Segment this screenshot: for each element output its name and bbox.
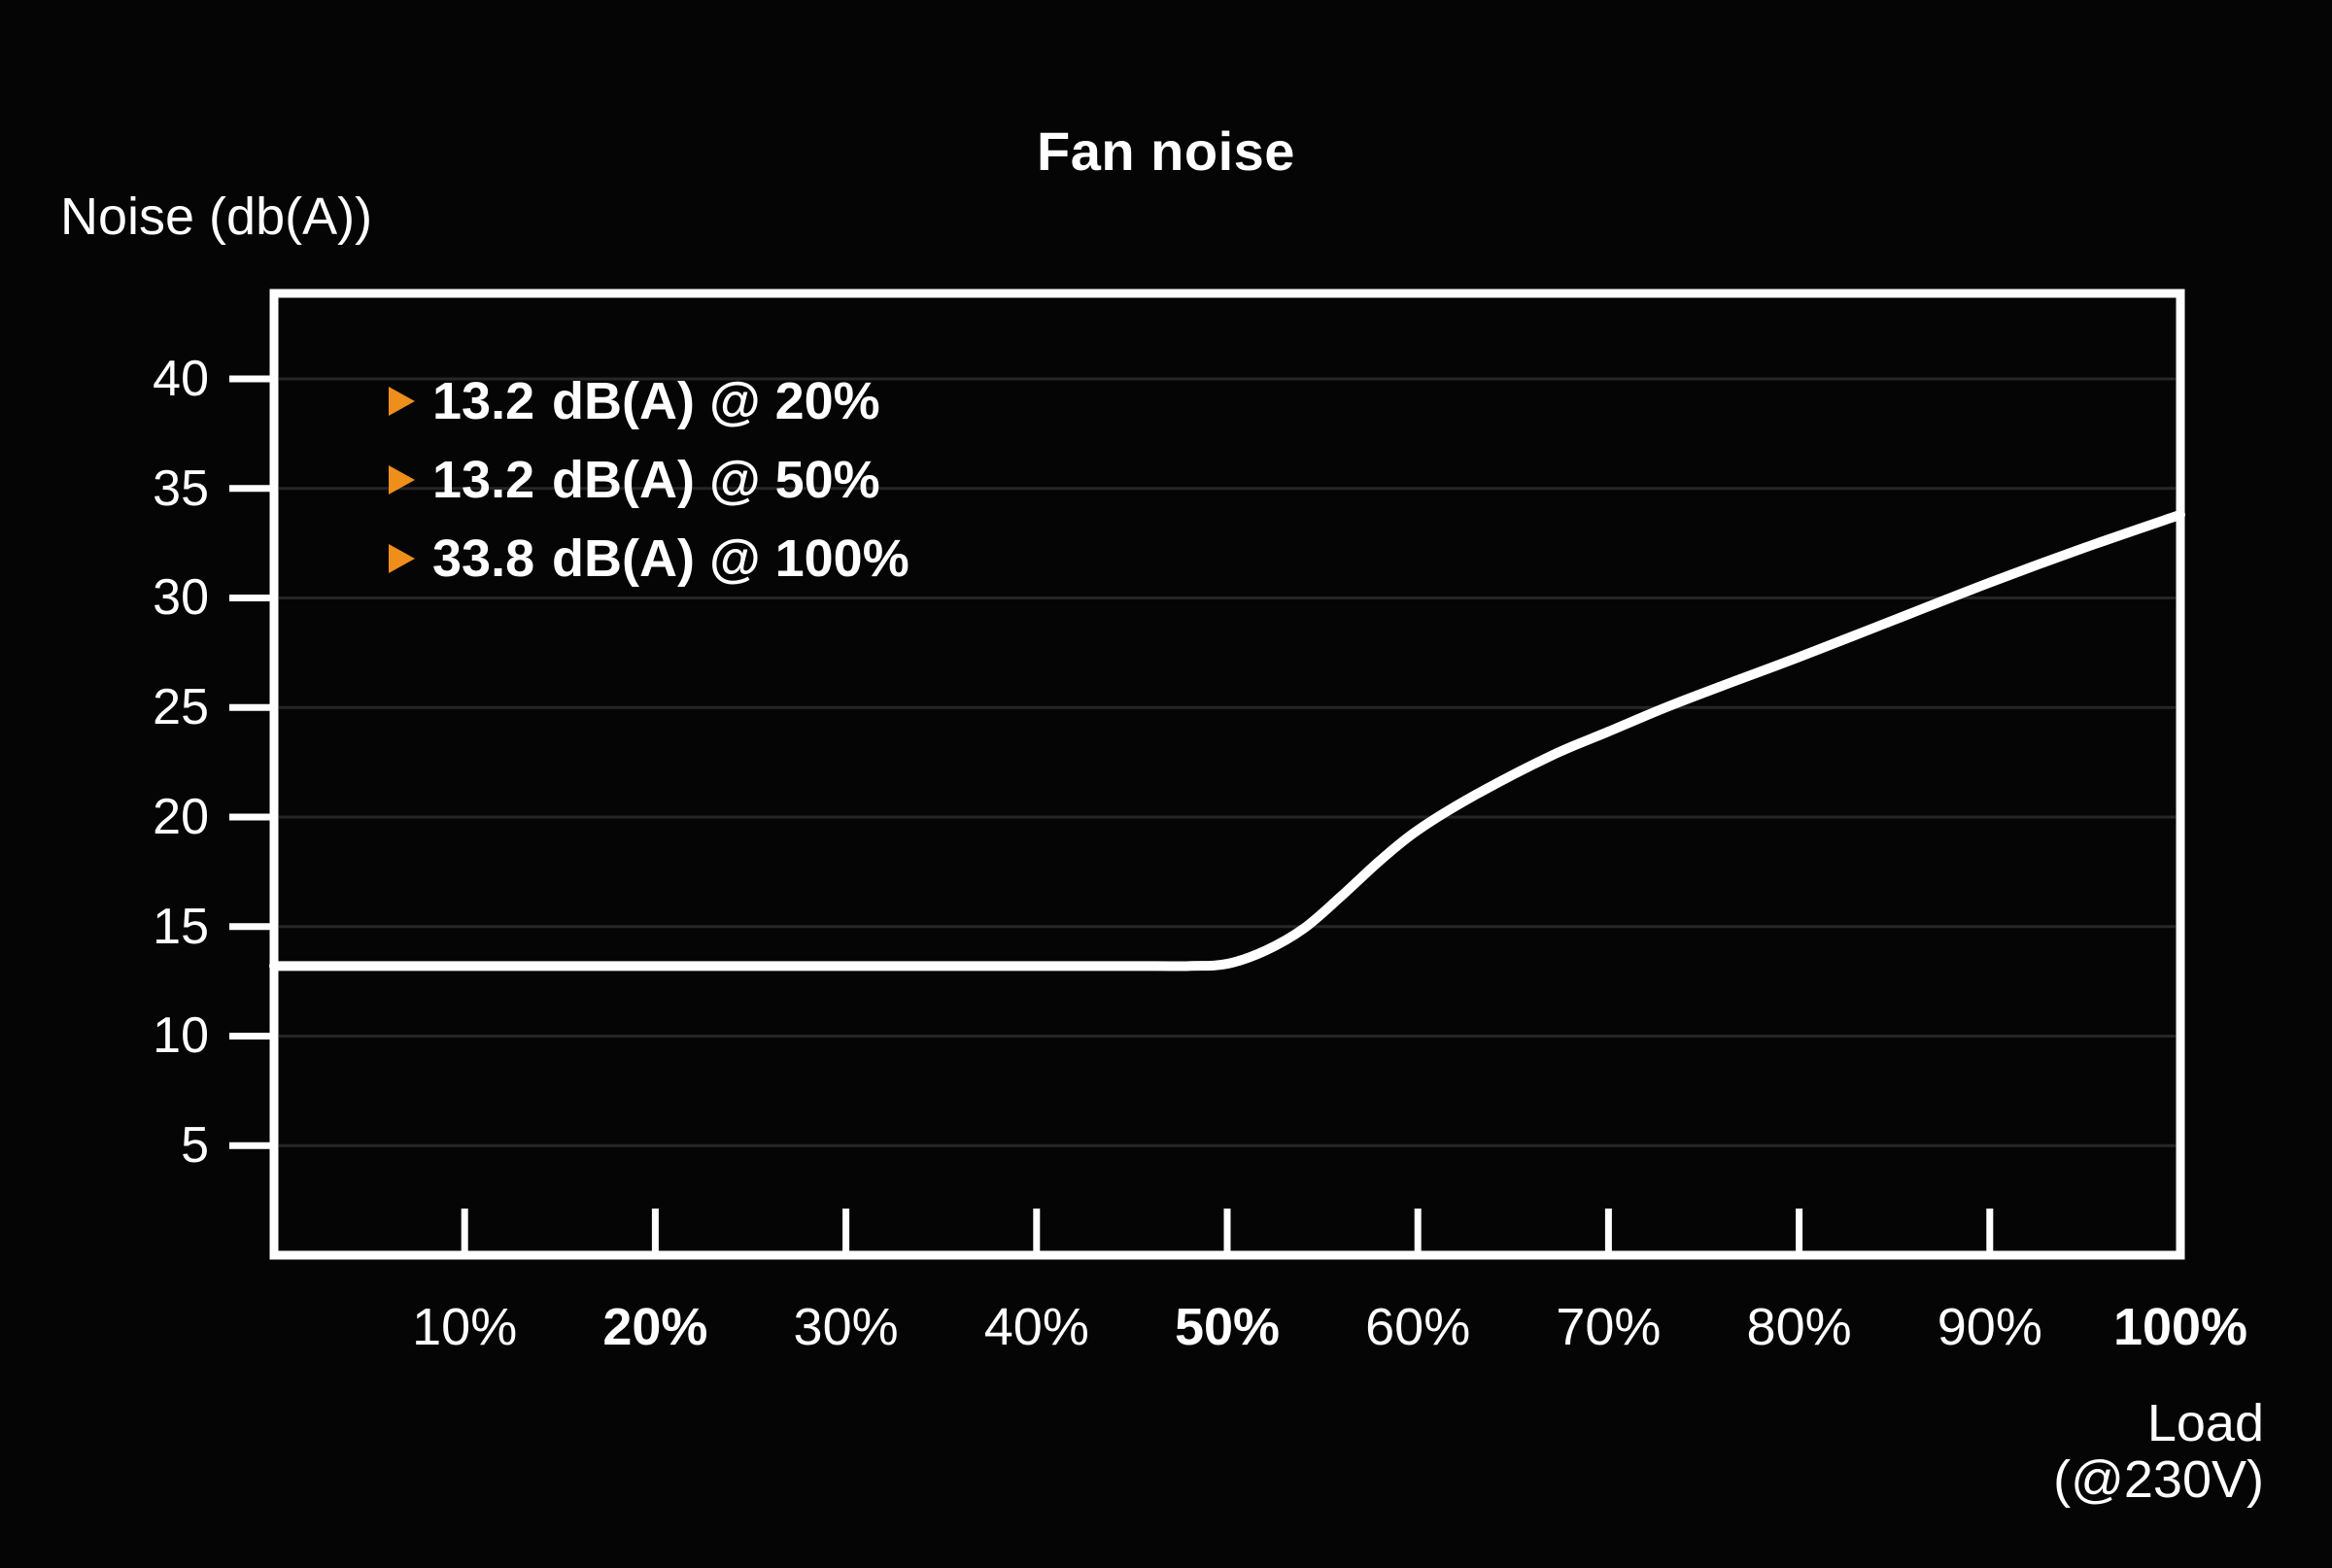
x-tick-label-80: 80% <box>1746 1298 1852 1356</box>
x-tick-label-30: 30% <box>793 1298 899 1356</box>
plot-border <box>269 289 2185 1260</box>
x-tick-label-10: 10% <box>412 1298 518 1356</box>
y-axis-label: Noise (db(A)) <box>60 187 373 246</box>
y-tick-label-15: 15 <box>153 898 209 955</box>
legend-triangle-icon <box>389 543 415 573</box>
legend-row-3: 33.8 dB(A) @ 100% <box>389 519 909 597</box>
x-tick-label-100: 100% <box>2112 1298 2248 1356</box>
legend-value: 13.2 <box>432 450 535 509</box>
legend-row-1: 13.2 dB(A) @ 20% <box>389 361 909 440</box>
legend-triangle-icon <box>389 386 415 416</box>
y-tick-label-5: 5 <box>181 1117 209 1175</box>
legend-label: dB(A) @ 50% <box>552 450 880 509</box>
x-tick-label-20: 20% <box>602 1298 708 1356</box>
x-tick-label-50: 50% <box>1174 1298 1281 1356</box>
legend-value: 13.2 <box>432 371 535 430</box>
legend-triangle-icon <box>389 464 415 494</box>
y-tick-label-25: 25 <box>153 679 209 736</box>
x-axis-label: Load (@230V) <box>2053 1394 2264 1509</box>
y-tick-label-20: 20 <box>153 788 209 845</box>
x-tick-label-90: 90% <box>1937 1298 2042 1356</box>
legend-label: dB(A) @ 20% <box>552 371 880 430</box>
legend: 13.2 dB(A) @ 20% 13.2 dB(A) @ 50% 33.8 dB(A) … <box>389 361 909 597</box>
x-tick-label-70: 70% <box>1556 1298 1662 1356</box>
legend-label: dB(A) @ 100% <box>552 528 909 588</box>
y-tick-label-35: 35 <box>153 460 209 517</box>
y-tick-label-40: 40 <box>153 350 209 407</box>
legend-row-2: 13.2 dB(A) @ 50% <box>389 440 909 519</box>
y-tick-label-30: 30 <box>153 569 209 627</box>
legend-value: 33.8 <box>432 528 535 588</box>
x-tick-label-40: 40% <box>983 1298 1089 1356</box>
y-tick-label-10: 10 <box>153 1007 209 1065</box>
x-tick-label-60: 60% <box>1365 1298 1471 1356</box>
noise-curve <box>269 509 2185 971</box>
chart-title: Fan noise <box>1037 120 1295 182</box>
